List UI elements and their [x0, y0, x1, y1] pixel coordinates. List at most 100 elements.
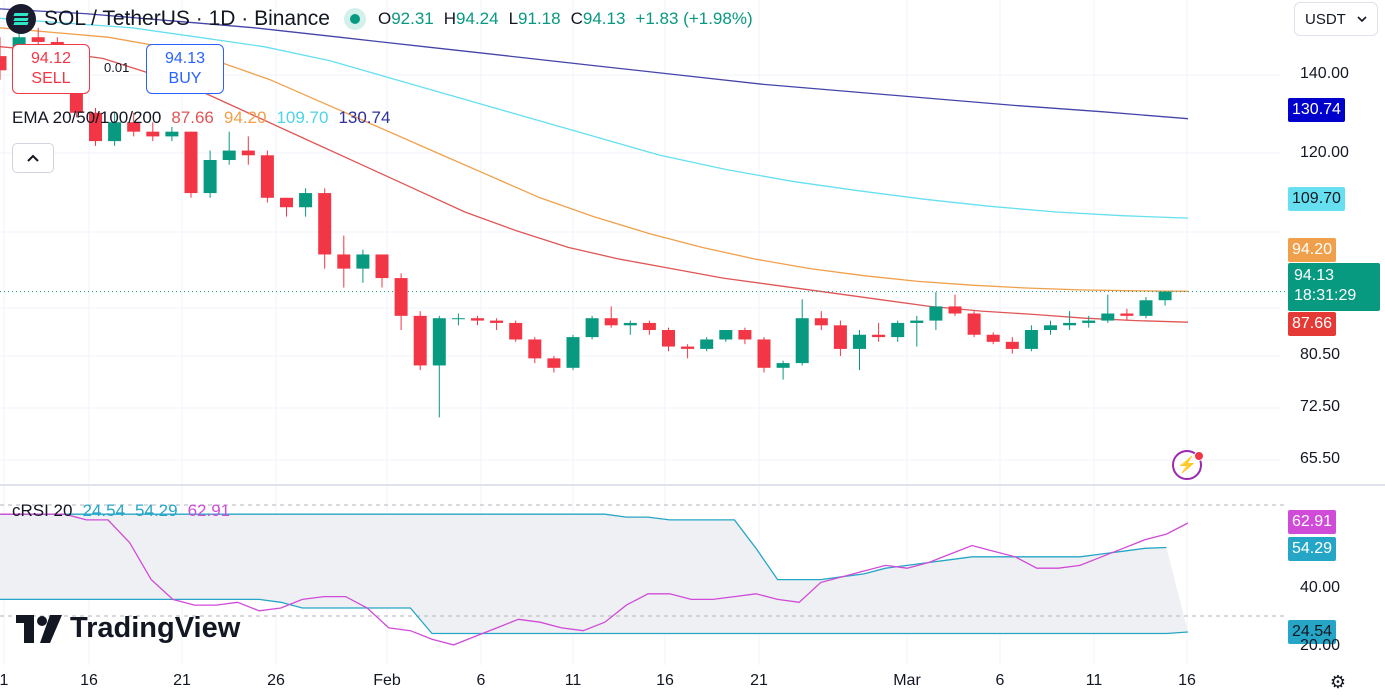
buy-button[interactable]: 94.13 BUY — [146, 44, 224, 94]
candle-body — [108, 122, 122, 142]
candle-body — [184, 131, 198, 194]
collapse-legend-button[interactable] — [12, 143, 54, 173]
time-axis-label: Mar — [893, 672, 921, 689]
candle-body — [948, 306, 962, 314]
close-label: C — [570, 9, 583, 28]
tradingview-wordmark: TradingView — [70, 612, 241, 644]
candle-body — [432, 318, 446, 366]
time-axis-label: 11 — [1085, 672, 1103, 689]
crsi-line — [0, 513, 1189, 646]
open-value: 92.31 — [391, 9, 434, 28]
candle-body — [203, 160, 217, 194]
time-axis-label: 6 — [476, 672, 486, 689]
time-axis-label: 1 — [0, 672, 9, 689]
candle-body — [394, 278, 408, 316]
ema20-badge: 87.66 — [1288, 312, 1337, 336]
gear-icon[interactable]: ⚙ — [1329, 671, 1347, 692]
candle-body — [681, 346, 695, 349]
candle-body — [1005, 341, 1019, 349]
lightning-icon[interactable]: ⚡ — [1172, 450, 1202, 480]
candle-body — [719, 330, 733, 340]
time-axis-label: 21 — [750, 672, 768, 689]
crsi-lower-band — [0, 598, 1189, 635]
candle-body — [413, 315, 427, 366]
candle-body — [280, 197, 293, 208]
candle-body — [509, 322, 523, 340]
ema200-value: 130.74 — [338, 108, 391, 127]
candle-body — [547, 358, 561, 368]
last-price-badge: 94.13 18:31:29 — [1288, 263, 1380, 311]
time-axis-label: 11 — [564, 672, 582, 689]
candle-body — [814, 318, 828, 326]
candle-body — [299, 193, 313, 208]
candle-body — [566, 337, 580, 368]
candle-countdown: 18:31:29 — [1294, 287, 1357, 304]
live-status-icon — [343, 8, 366, 30]
candle-body — [623, 322, 637, 326]
chart-header: SOL / TetherUS · 1D · Binance O92.31 H94… — [0, 2, 753, 36]
candle-body — [0, 56, 7, 71]
candle-body — [1158, 291, 1172, 301]
candle-body — [241, 150, 255, 156]
crsi-mid-badge: 54.29 — [1288, 537, 1337, 561]
tradingview-logo-icon — [16, 614, 62, 643]
ema200-line — [0, 8, 1189, 120]
candle-body — [967, 313, 981, 335]
time-axis-label: 16 — [1178, 672, 1196, 689]
candle-body — [1024, 330, 1038, 349]
price-axis-label: 120.00 — [1300, 144, 1349, 161]
candle-body — [738, 330, 752, 340]
ema-legend[interactable]: EMA 20/50/100/200 87.66 94.20 109.70 130… — [12, 108, 390, 128]
crsi-legend[interactable]: cRSI 20 24.54 54.29 62.91 — [12, 501, 230, 521]
symbol-title[interactable]: SOL / TetherUS · 1D · Binance — [44, 7, 330, 30]
ema50-value: 94.20 — [223, 108, 267, 127]
candle-body — [853, 334, 866, 349]
ema20-value: 87.66 — [171, 108, 214, 127]
candle-body — [146, 131, 160, 137]
price-axis-label: 80.50 — [1300, 346, 1341, 363]
crsi-lower-badge: 24.54 — [1288, 620, 1337, 644]
spread-value: 0.01 — [104, 60, 130, 75]
rsi-axis-label: 40.00 — [1300, 579, 1341, 596]
crsi-name: cRSI 20 — [12, 501, 73, 520]
candle-body — [776, 363, 790, 368]
candle-body — [642, 322, 656, 331]
candle-body — [585, 318, 599, 338]
sell-label: SELL — [31, 70, 71, 87]
candle-body — [891, 322, 905, 338]
price-axis-label: 65.50 — [1300, 450, 1341, 467]
ema200-badge: 130.74 — [1288, 98, 1345, 122]
candle-body — [375, 254, 389, 279]
ema100-value: 109.70 — [276, 108, 329, 127]
open-label: O — [377, 9, 392, 28]
price-axis-label: 140.00 — [1300, 65, 1349, 82]
chevron-up-icon — [27, 154, 39, 162]
candle-body — [1139, 300, 1153, 316]
candle-body — [872, 334, 886, 338]
time-axis-label: 21 — [173, 672, 191, 689]
sell-button[interactable]: 94.12 SELL — [12, 44, 90, 94]
tradingview-logo[interactable]: TradingView — [16, 612, 240, 645]
candle-body — [222, 150, 236, 161]
candle-body — [127, 122, 141, 132]
buy-price: 94.13 — [164, 50, 206, 67]
low-value: 91.18 — [518, 9, 561, 28]
candle-body — [471, 318, 484, 321]
crsi-band-fill — [0, 514, 1188, 634]
currency-selector[interactable]: USDT — [1294, 2, 1378, 36]
candle-body — [31, 37, 45, 42]
high-label: H — [443, 9, 457, 28]
time-axis-label: Feb — [373, 672, 401, 689]
candle-body — [833, 325, 847, 349]
last-price-value: 94.13 — [1294, 267, 1335, 284]
candle-body — [89, 112, 102, 142]
buy-label: BUY — [168, 70, 202, 87]
candle-body — [929, 306, 943, 321]
ema100-badge: 109.70 — [1288, 187, 1345, 211]
crsi-badge: 62.91 — [1288, 510, 1337, 534]
candle-body — [528, 339, 542, 359]
time-axis-label: 16 — [80, 672, 98, 689]
candle-body — [337, 254, 351, 269]
time-axis-label: 6 — [995, 672, 1005, 689]
